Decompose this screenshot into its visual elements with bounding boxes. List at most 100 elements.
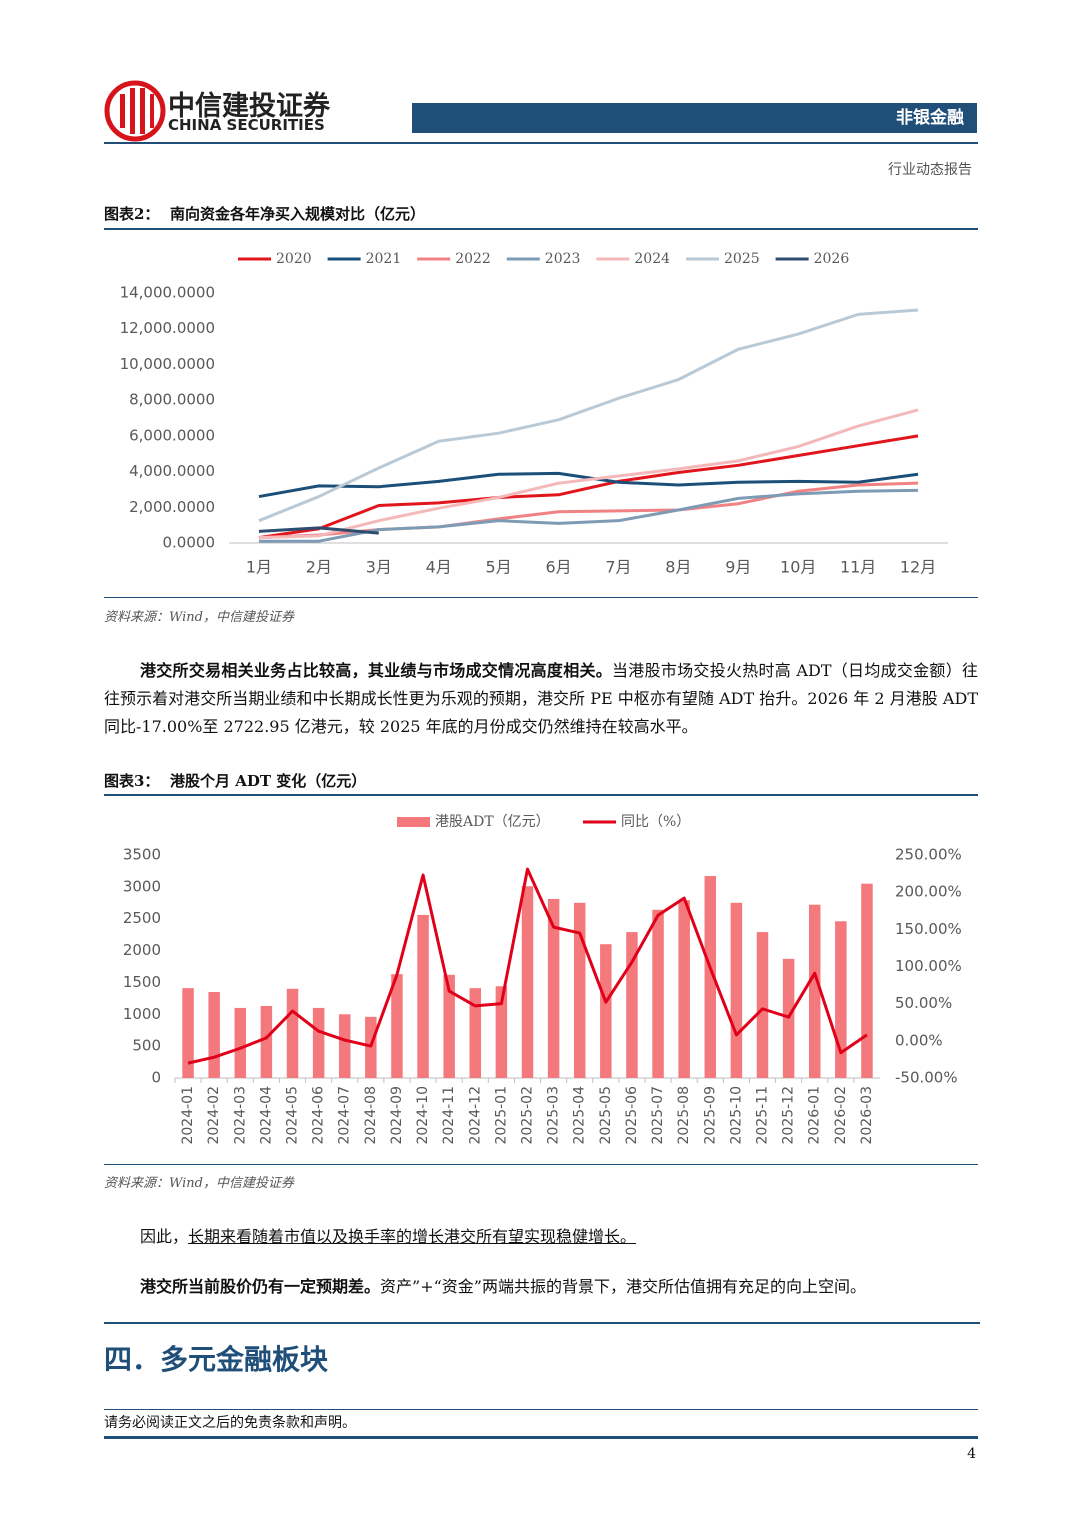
underlined-text: 长期来看随着市值以及换手率的增长港交所有望实现稳健增长。	[188, 1227, 637, 1246]
x-tick-label: 7月	[605, 558, 631, 577]
x-tick-label: 2024-10	[415, 1086, 431, 1145]
x-tick-label: 2024-07	[337, 1086, 353, 1145]
bar	[286, 988, 299, 1078]
legend-label: 2020	[276, 251, 312, 267]
y-tick-label: 3500	[123, 846, 161, 864]
x-tick-label: 2025-04	[572, 1086, 588, 1145]
x-tick-label: 6月	[545, 558, 571, 577]
paragraph: 港交所当前股价仍有一定预期差。资产”+“资金”两端共振的背景下，港交所估值拥有充…	[104, 1273, 978, 1301]
y-tick-label: 8,000.0000	[129, 391, 215, 409]
line	[187, 867, 868, 1065]
line	[258, 471, 919, 499]
figure-rule	[104, 794, 978, 796]
x-tick-label: 1月	[246, 558, 272, 577]
line	[258, 434, 919, 540]
legend-label: 2025	[724, 251, 760, 267]
y-tick-label: 10,000.0000	[120, 355, 215, 373]
y-tick-label: 1000	[123, 1005, 161, 1023]
paragraph: 因此，长期来看随着市值以及换手率的增长港交所有望实现稳健增长。	[104, 1223, 978, 1251]
x-tick-label: 2024-01	[180, 1086, 196, 1145]
bar	[626, 932, 638, 1078]
figure-title: 港股个月 ADT 变化（亿元）	[170, 772, 367, 790]
bar	[260, 1006, 273, 1078]
x-tick-label: 2024-02	[206, 1086, 222, 1145]
bar	[678, 900, 690, 1078]
y-tick-label: 12,000.0000	[120, 319, 215, 337]
x-tick-label: 4月	[426, 558, 452, 577]
x-tick-label: 2024-11	[441, 1086, 457, 1145]
bar	[417, 914, 429, 1078]
y-tick-label: 4,000.0000	[129, 462, 215, 480]
bar	[730, 902, 743, 1078]
x-tick-label: 9月	[725, 558, 751, 577]
bar	[495, 986, 508, 1078]
report-type: 行业动态报告	[888, 162, 972, 178]
disclaimer: 请务必阅读正文之后的免责条款和声明。	[104, 1415, 356, 1431]
y2-tick-label: -50.00%	[895, 1069, 958, 1087]
y-tick-label: 6,000.0000	[129, 426, 215, 444]
x-tick-label: 12月	[900, 558, 936, 577]
bar	[208, 991, 220, 1078]
x-tick-label: 2026-03	[859, 1086, 875, 1145]
bar	[547, 898, 560, 1078]
bar	[704, 876, 717, 1078]
x-tick-label: 2025-12	[781, 1086, 797, 1145]
bar	[182, 988, 194, 1078]
bar	[469, 988, 482, 1078]
x-tick-label: 11月	[840, 558, 876, 577]
y-tick-label: 3000	[123, 877, 161, 895]
figure-title: 南向资金各年净买入规模对比（亿元）	[170, 205, 426, 223]
bar	[808, 904, 821, 1078]
x-tick-label: 2026-02	[833, 1086, 849, 1145]
x-tick-label: 2月	[306, 558, 332, 577]
footer-rule	[104, 1409, 978, 1410]
legend-label: 2026	[814, 251, 850, 267]
x-tick-label: 2024-12	[467, 1086, 483, 1145]
bar	[391, 974, 403, 1078]
bar	[652, 909, 664, 1078]
x-tick-label: 2024-06	[311, 1086, 327, 1145]
page-number: 4	[967, 1446, 976, 1462]
y2-tick-label: 50.00%	[895, 994, 952, 1012]
x-tick-label: 3月	[366, 558, 392, 577]
legend-label: 港股ADT（亿元）	[435, 814, 550, 830]
footer-rule	[104, 1436, 978, 1439]
bold-text: 港交所当前股价仍有一定预期差。	[140, 1277, 381, 1296]
x-tick-label: 2025-01	[493, 1086, 509, 1145]
line	[258, 488, 919, 543]
x-tick-label: 2025-02	[520, 1086, 536, 1145]
legend-label: 2021	[366, 251, 402, 267]
y-tick-label: 1500	[123, 973, 161, 991]
logo-en: CHINA SECURITIES	[168, 116, 325, 134]
x-tick-label: 2025-03	[546, 1086, 562, 1145]
bold-text: 港交所交易相关业务占比较高，其业绩与市场成交情况高度相关。	[140, 661, 613, 680]
y-tick-label: 14,000.0000	[120, 284, 215, 302]
x-tick-label: 2024-05	[285, 1086, 301, 1145]
x-tick-label: 2025-09	[702, 1086, 718, 1145]
bar	[573, 902, 586, 1078]
sector-banner: 非银金融	[412, 103, 977, 133]
chart: 0 500 1000 1500 2000 2500 3000 3500 -50.00% 0.00%…	[123, 814, 962, 1145]
y-tick-label: 2,000.0000	[129, 498, 215, 516]
line	[258, 408, 919, 540]
logo-cn: 中信建投证券	[168, 91, 330, 122]
bar	[600, 944, 612, 1078]
x-tick-label: 8月	[665, 558, 691, 577]
bar	[835, 921, 847, 1078]
x-tick-label: 2024-09	[389, 1086, 405, 1145]
y2-tick-label: 0.00%	[895, 1031, 943, 1049]
legend-swatch	[397, 817, 430, 827]
legend-label: 2024	[634, 251, 670, 267]
bar	[312, 1007, 325, 1078]
line	[258, 308, 919, 523]
y2-tick-label: 150.00%	[895, 920, 962, 938]
x-tick-label: 2026-01	[807, 1086, 823, 1145]
figure-source: 资料来源：Wind，中信建投证券	[104, 1176, 294, 1191]
x-tick-label: 2025-05	[598, 1086, 614, 1145]
x-tick-label: 2024-08	[363, 1086, 379, 1145]
x-tick-label: 2025-06	[624, 1086, 640, 1145]
x-tick-label: 10月	[780, 558, 816, 577]
x-tick-label: 2025-11	[755, 1086, 771, 1145]
header-rule	[104, 142, 978, 144]
y2-tick-label: 200.00%	[895, 883, 962, 901]
